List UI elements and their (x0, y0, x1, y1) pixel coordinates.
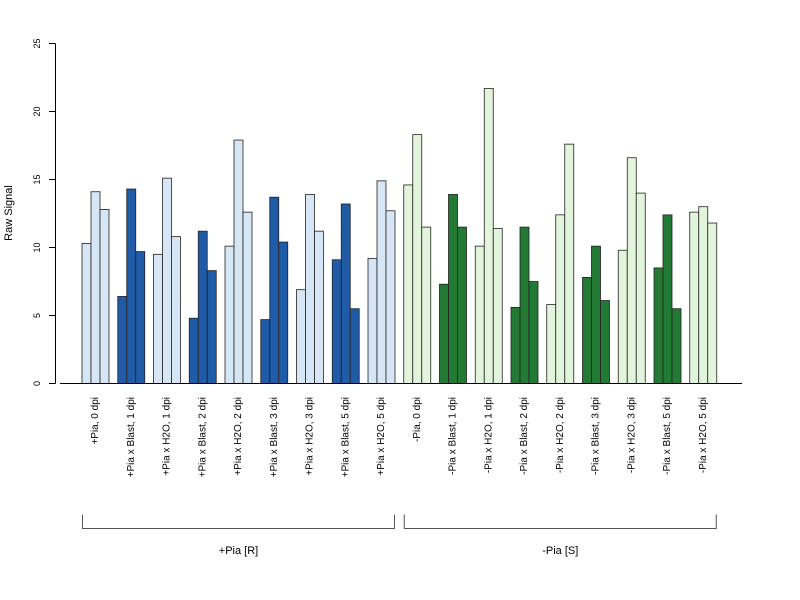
bar (188, 317, 199, 384)
bar (206, 270, 217, 384)
bar (376, 180, 387, 384)
bar (707, 222, 718, 384)
bar (269, 196, 280, 384)
bar (483, 87, 494, 384)
bar (626, 157, 637, 384)
x-tick-label: +Pia x H2O, 2 dpi (233, 397, 244, 476)
bar (564, 143, 575, 384)
y-tick-label: 25 (32, 38, 42, 48)
bar (260, 319, 271, 384)
bar (617, 249, 628, 384)
bar (233, 139, 244, 384)
bar (305, 194, 315, 384)
y-tick-label: 5 (32, 313, 42, 318)
bar (439, 283, 449, 384)
x-tick-label: +Pia x H2O, 5 dpi (376, 397, 387, 476)
bar (582, 277, 592, 384)
group-label: +Pia [R] (219, 545, 258, 557)
bar (546, 304, 557, 384)
bar (126, 188, 137, 384)
bar (171, 236, 181, 384)
y-tick-label: 20 (32, 106, 42, 116)
bar (510, 306, 521, 384)
x-tick-label: +Pia x Blast, 1 dpi (126, 397, 137, 477)
x-tick-labels: +Pia, 0 dpi +Pia x Blast, 1 dpi +Pia x H2O… (90, 397, 709, 477)
bar (412, 134, 423, 384)
x-tick-label: +Pia x Blast, 3 dpi (269, 397, 280, 477)
x-tick-label: +Pia x Blast, 5 dpi (340, 397, 351, 477)
bar (555, 214, 566, 384)
bar (600, 300, 610, 384)
bar (689, 211, 700, 384)
bar (242, 211, 253, 384)
x-tick-label: -Pia x H2O, 2 dpi (555, 397, 566, 473)
bar (474, 245, 485, 384)
bar (278, 241, 289, 384)
bar (296, 289, 306, 384)
bar (135, 251, 146, 384)
bar (671, 308, 682, 384)
bar (385, 210, 396, 384)
bar (653, 267, 664, 384)
x-tick-label: -Pia, 0 dpi (412, 397, 423, 442)
x-tick-label: -Pia x Blast, 1 dpi (448, 397, 459, 475)
y-tick-label: 0 (32, 381, 42, 386)
bar (457, 226, 467, 384)
bars (81, 87, 718, 384)
bar (662, 214, 673, 384)
bar (162, 177, 172, 384)
bar (519, 226, 530, 384)
bar (349, 308, 360, 384)
bar (81, 243, 92, 384)
bar (492, 228, 503, 384)
y-axis-label: Raw Signal (3, 185, 15, 241)
bar (635, 192, 646, 384)
y-tick-label: 10 (32, 242, 42, 252)
bar (331, 259, 342, 384)
bar (591, 245, 601, 384)
bar (421, 226, 432, 384)
group-bracket (403, 514, 717, 529)
group-bracket (82, 514, 395, 529)
bar (314, 230, 324, 384)
x-tick-label: -Pia x H2O, 5 dpi (698, 397, 709, 473)
x-tick-label: +Pia, 0 dpi (90, 397, 101, 445)
x-tick-label: -Pia x Blast, 3 dpi (591, 397, 602, 475)
bar (698, 206, 709, 384)
x-tick-label: +Pia x H2O, 3 dpi (305, 397, 316, 476)
bar (197, 230, 208, 384)
bar (90, 191, 101, 384)
bar (340, 203, 351, 384)
x-tick-label: +Pia x H2O, 1 dpi (162, 397, 173, 476)
x-tick-label: -Pia x Blast, 2 dpi (519, 397, 530, 475)
bar (153, 253, 163, 384)
x-tick-label: -Pia x H2O, 1 dpi (483, 397, 494, 473)
bar (448, 194, 458, 384)
bar (99, 209, 110, 384)
y-axis: 0 5 10 15 20 25 (32, 38, 56, 386)
x-tick-label: -Pia x H2O, 3 dpi (626, 397, 637, 473)
bar (528, 281, 539, 384)
bar (224, 245, 235, 384)
bar (367, 257, 378, 384)
group-label: -Pia [S] (542, 545, 578, 557)
x-tick-label: +Pia x Blast, 2 dpi (197, 397, 208, 477)
group-brackets: +Pia [R] -Pia [S] (82, 514, 717, 557)
x-tick-label: -Pia x Blast, 5 dpi (662, 397, 673, 475)
y-tick-label: 15 (32, 174, 42, 184)
bar (117, 296, 128, 384)
bar (403, 184, 414, 384)
